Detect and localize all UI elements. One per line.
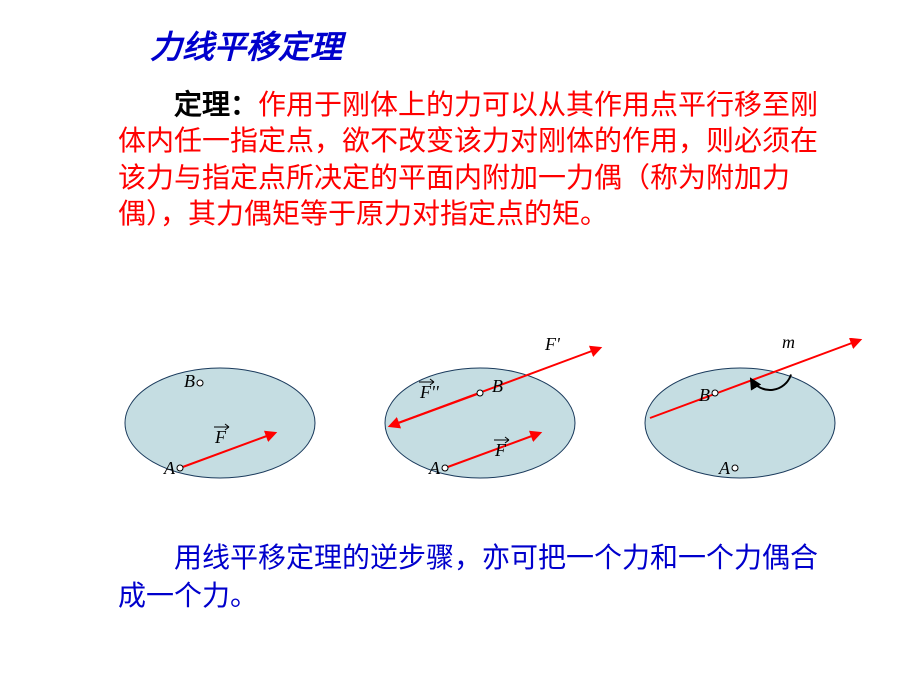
svg-text:A: A: [428, 458, 441, 478]
diagram-svg: FBAFF'F''BABAm: [80, 338, 880, 508]
svg-text:B: B: [184, 371, 195, 391]
bottom-text-content: 用线平移定理的逆步骤，亦可把一个力和一个力偶合成一个力。: [118, 543, 818, 612]
svg-text:B: B: [492, 376, 503, 396]
diagram-area: FBAFF'F''BABAm: [80, 338, 860, 508]
theorem-text: 定理：作用于刚体上的力可以从其作用点平行移至刚体内任一指定点，欲不改变该力对刚体…: [118, 88, 838, 234]
theorem-label: 定理：: [174, 90, 258, 121]
svg-text:B: B: [699, 385, 710, 405]
page-title: 力线平移定理: [150, 22, 342, 68]
svg-text:m: m: [782, 338, 795, 352]
bottom-text: 用线平移定理的逆步骤，亦可把一个力和一个力偶合成一个力。: [118, 540, 838, 616]
svg-text:F'': F'': [419, 382, 440, 402]
svg-text:F': F': [544, 338, 561, 354]
svg-text:A: A: [163, 458, 176, 478]
svg-text:A: A: [718, 458, 731, 478]
